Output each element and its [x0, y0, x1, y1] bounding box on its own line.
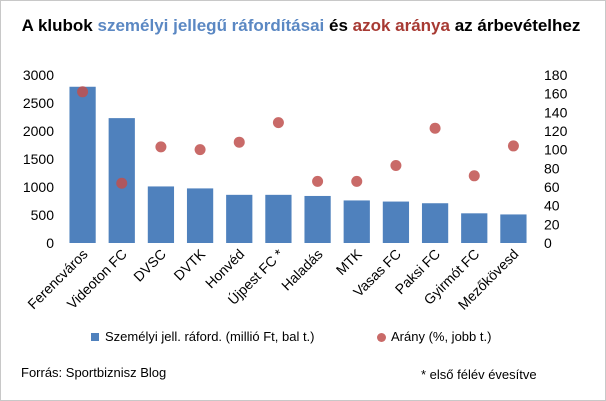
left-tick-label: 0: [46, 235, 54, 251]
legend-bar-label: Személyi jell. ráford. (millió Ft, bal t…: [105, 329, 315, 344]
dot-0: [77, 86, 89, 98]
bar-5: [265, 194, 292, 243]
bar-9: [421, 203, 449, 243]
dot-3: [194, 144, 206, 156]
right-axis: 0 20 40 60 80 100 120 140 160 180: [544, 67, 568, 251]
right-tick-label: 60: [544, 179, 560, 195]
bar-7: [343, 200, 370, 243]
source-note: Forrás: Sportbiznisz Blog: [21, 365, 167, 380]
bar-10: [461, 213, 488, 243]
title-part-3: és: [324, 16, 353, 35]
left-axis: 0 500 1000 1500 2000 2500 3000: [23, 67, 54, 251]
right-tick-label: 160: [544, 86, 568, 102]
bar-11: [500, 214, 527, 243]
dot-4: [233, 136, 245, 148]
title-part-4: azok aránya: [352, 16, 450, 35]
left-tick-label: 3000: [23, 67, 54, 83]
dot-1: [116, 177, 128, 189]
x-tick-label: Haladás: [278, 246, 326, 294]
dot-8: [390, 160, 402, 172]
right-tick-label: 180: [544, 67, 568, 83]
left-tick-label: 1000: [23, 179, 54, 195]
dot-6: [312, 175, 324, 187]
left-tick-label: 1500: [23, 151, 54, 167]
dot-5: [272, 117, 284, 129]
legend-dot-label: Arány (%, jobb t.): [391, 329, 492, 344]
chart-title: A klubok személyi jellegű ráfordításai é…: [1, 13, 601, 39]
legend-bar-swatch: [91, 333, 99, 341]
legend-dot-swatch: [377, 333, 386, 342]
right-tick-label: 0: [544, 235, 552, 251]
x-tick-label: MTK: [333, 245, 366, 278]
title-part-1: A klubok: [21, 16, 98, 35]
bar-6: [304, 195, 331, 243]
right-tick-label: 120: [544, 123, 568, 139]
dot-7: [351, 175, 363, 187]
dot-2: [155, 141, 167, 153]
left-tick-label: 500: [31, 207, 55, 223]
bar-2: [147, 186, 175, 243]
dot-10: [468, 170, 480, 182]
bar-4: [226, 194, 253, 243]
title-part-2: személyi jellegű ráfordításai: [97, 16, 325, 35]
bar-0: [69, 86, 96, 243]
x-tick-label: DVSC: [130, 246, 169, 285]
chart-plot: 0 500 1000 1500 2000 2500 3000 0 20 40 60 80 100 120…: [23, 67, 568, 313]
right-tick-label: 40: [544, 198, 560, 214]
bar-series: [69, 86, 527, 243]
dot-series: [77, 86, 519, 189]
bar-3: [186, 188, 214, 243]
title-part-5: az árbevételhez: [449, 16, 581, 35]
bar-8: [382, 201, 410, 243]
left-tick-label: 2000: [23, 123, 54, 139]
footnote: * első félév évesítve: [421, 367, 537, 382]
dot-11: [507, 140, 519, 152]
left-tick-label: 2500: [23, 95, 54, 111]
right-tick-label: 140: [544, 104, 568, 120]
right-tick-label: 100: [544, 142, 568, 158]
dot-9: [429, 122, 441, 134]
right-tick-label: 20: [544, 216, 560, 232]
right-tick-label: 80: [544, 160, 560, 176]
